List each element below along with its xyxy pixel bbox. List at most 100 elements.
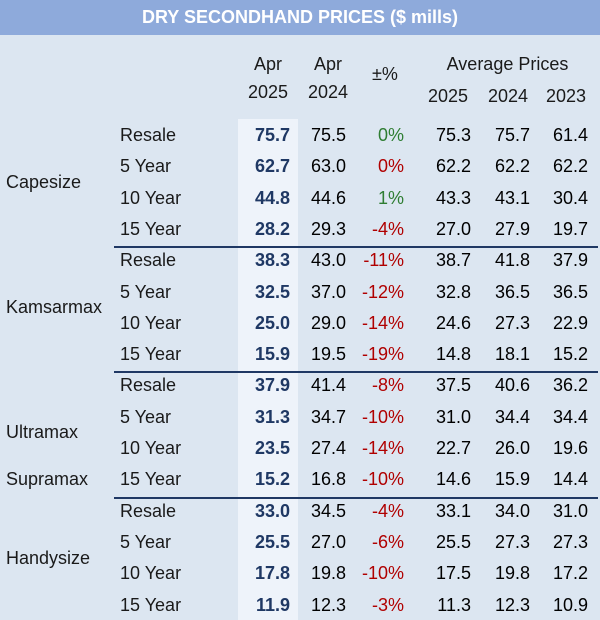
price-cell: 75.7 — [494, 125, 530, 145]
change-cell: -11% — [363, 250, 404, 271]
current-price-cell: 23.5 — [254, 438, 290, 458]
header-average-year-2023: 2023 — [545, 86, 587, 106]
current-price-cell: 25.5 — [254, 531, 290, 552]
price-cell: 36.5 — [552, 281, 588, 302]
price-cell: 62.2 — [552, 156, 588, 177]
age-label: Resale — [120, 500, 177, 521]
change-cell: -10% — [361, 469, 404, 490]
age-label: 10 Year — [120, 563, 182, 584]
change-cell: -10% — [361, 563, 404, 584]
header-change: ±% — [372, 64, 398, 84]
price-cell: 14.8 — [435, 344, 471, 365]
change-cell: -14% — [361, 438, 404, 458]
price-cell: 27.4 — [310, 438, 346, 458]
age-label: 15 Year — [120, 218, 182, 239]
vessel-class-label: Handysize — [6, 547, 91, 568]
header-apr-current-year: 2025 — [247, 82, 289, 102]
price-cell: 31.0 — [552, 500, 588, 521]
price-cell: 41.4 — [310, 375, 346, 396]
age-label: 5 Year — [120, 281, 172, 302]
price-cell: 34.5 — [310, 500, 346, 521]
change-cell: -4% — [371, 500, 404, 521]
current-price-cell: 44.8 — [254, 187, 290, 208]
price-cell: 30.4 — [552, 187, 588, 208]
current-price-column-highlight — [238, 119, 298, 620]
price-cell: 27.9 — [494, 218, 530, 239]
current-price-cell: 28.2 — [254, 218, 290, 239]
vessel-class-label-secondary: Supramax — [6, 469, 89, 490]
price-cell: 22.9 — [552, 312, 588, 333]
price-cell: 44.6 — [310, 187, 346, 208]
price-cell: 19.8 — [310, 563, 346, 584]
price-cell: 29.3 — [310, 218, 346, 239]
change-cell: -12% — [361, 281, 404, 302]
price-cell: 62.2 — [494, 156, 530, 177]
current-price-cell: 17.8 — [254, 563, 290, 584]
current-price-cell: 62.7 — [254, 156, 290, 177]
age-label: 5 Year — [120, 406, 172, 427]
current-price-cell: 75.7 — [254, 125, 290, 145]
price-cell: 27.3 — [494, 531, 530, 552]
current-price-cell: 38.3 — [254, 250, 290, 271]
price-cell: 25.5 — [435, 531, 471, 552]
current-price-cell: 33.0 — [254, 500, 290, 521]
price-cell: 75.5 — [310, 125, 346, 145]
price-cell: 43.3 — [435, 187, 471, 208]
current-price-cell: 25.0 — [254, 312, 290, 333]
change-cell: -8% — [371, 375, 404, 396]
price-cell: 36.2 — [552, 375, 588, 396]
price-cell: 36.5 — [494, 281, 530, 302]
price-cell: 61.4 — [552, 125, 588, 145]
header-average-year-2025: 2025 — [427, 86, 469, 106]
age-label: 5 Year — [120, 531, 172, 552]
price-cell: 16.8 — [310, 469, 346, 490]
age-label: Resale — [120, 250, 177, 271]
price-cell: 34.0 — [494, 500, 530, 521]
age-label: 10 Year — [120, 187, 182, 208]
header-apr-previous-year: 2024 — [307, 82, 349, 102]
current-price-cell: 32.5 — [254, 281, 290, 302]
price-cell: 32.8 — [435, 281, 471, 302]
table-title: DRY SECONDHAND PRICES ($ mills) — [0, 0, 600, 35]
price-cell: 10.9 — [552, 594, 588, 615]
change-cell: -3% — [371, 594, 404, 615]
current-price-cell: 15.2 — [254, 469, 290, 490]
price-cell: 15.9 — [494, 469, 530, 490]
price-cell: 34.7 — [310, 406, 346, 427]
age-label: Resale — [120, 125, 177, 145]
price-cell: 27.3 — [552, 531, 588, 552]
change-cell: -4% — [371, 218, 404, 239]
price-cell: 75.3 — [435, 125, 471, 145]
price-cell: 34.4 — [552, 406, 588, 427]
price-cell: 15.2 — [552, 344, 588, 365]
price-cell: 37.9 — [552, 250, 588, 271]
current-price-cell: 15.9 — [254, 344, 290, 365]
price-cell: 14.6 — [435, 469, 471, 490]
price-cell: 27.0 — [435, 218, 471, 239]
price-cell: 18.1 — [494, 344, 530, 365]
price-cell: 19.6 — [552, 438, 588, 458]
current-price-cell: 31.3 — [254, 406, 290, 427]
price-cell: 22.7 — [435, 438, 471, 458]
price-cell: 40.6 — [494, 375, 530, 396]
price-cell: 37.5 — [435, 375, 471, 396]
price-cell: 19.7 — [552, 218, 588, 239]
change-cell: -14% — [361, 312, 404, 333]
price-cell: 34.4 — [494, 406, 530, 427]
age-label: 15 Year — [120, 594, 182, 615]
price-cell: 17.5 — [435, 563, 471, 584]
price-cell: 43.0 — [310, 250, 346, 271]
price-cell: 41.8 — [494, 250, 530, 271]
group-separator — [114, 496, 598, 499]
change-cell: 1% — [377, 187, 404, 208]
change-cell: -19% — [361, 344, 404, 365]
price-cell: 38.7 — [435, 250, 471, 271]
group-separator — [114, 371, 598, 374]
age-label: 15 Year — [120, 469, 182, 490]
current-price-cell: 37.9 — [254, 375, 290, 396]
age-label: Resale — [120, 375, 177, 396]
price-cell: 63.0 — [310, 156, 346, 177]
price-cell: 19.8 — [494, 563, 530, 584]
price-cell: 29.0 — [310, 312, 346, 333]
price-cell: 12.3 — [494, 594, 530, 615]
